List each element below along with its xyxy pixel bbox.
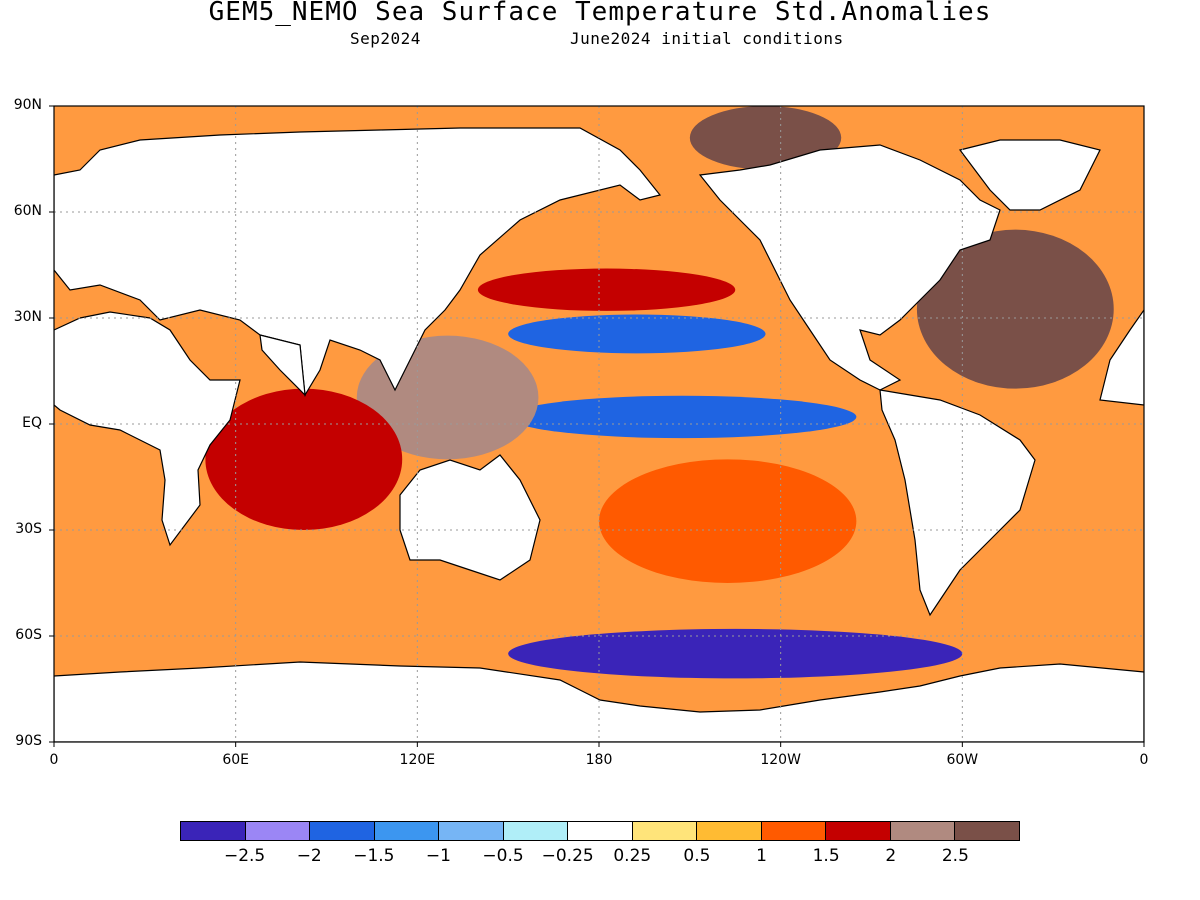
- colorbar-swatch: [374, 822, 440, 840]
- lat-label: 90N: [13, 97, 42, 113]
- map-title: GEM5_NEMO Sea Surface Temperature Std.An…: [208, 0, 992, 27]
- india: [259, 334, 306, 397]
- colorbar-swatch: [310, 822, 375, 840]
- north-atlantic-warm: [916, 229, 1114, 389]
- north-america: [698, 144, 1001, 391]
- colorbar: [180, 821, 1020, 841]
- lat-label: 60S: [15, 627, 42, 643]
- map-plot-area: [54, 106, 1144, 742]
- colorbar-label: 1.5: [812, 846, 840, 866]
- north-pacific-warm-band: [477, 268, 736, 311]
- lon-label: 180: [585, 752, 613, 768]
- lat-label: EQ: [22, 415, 42, 431]
- australia: [399, 454, 541, 581]
- south-pacific-warm: [599, 459, 857, 583]
- forecast-month: Sep2024: [350, 29, 421, 48]
- lat-label: 90S: [15, 733, 42, 749]
- colorbar-label: 2: [885, 846, 897, 866]
- colorbar-swatch: [439, 822, 504, 840]
- greenland: [958, 139, 1101, 211]
- colorbar-label: −1.5: [353, 846, 395, 866]
- initial-conditions: June2024 initial conditions: [570, 29, 844, 48]
- colorbar-swatch: [245, 822, 311, 840]
- arctic-warm: [689, 106, 842, 170]
- colorbar-label: 2.5: [941, 846, 969, 866]
- colorbar-swatch: [632, 822, 698, 840]
- south-america: [879, 389, 1036, 617]
- antarctica: [54, 661, 1144, 742]
- colorbar-swatch: [568, 822, 633, 840]
- lat-label: 60N: [13, 203, 42, 219]
- colorbar-swatch: [697, 822, 762, 840]
- lon-label: 60E: [222, 752, 249, 768]
- colorbar-label: −1: [425, 846, 451, 866]
- equatorial-pacific-cool-tongue: [508, 395, 857, 439]
- graticule: [54, 106, 1144, 742]
- colorbar-label: −0.25: [541, 846, 594, 866]
- colorbar-label: 0.25: [613, 846, 652, 866]
- colorbar-swatch: [890, 822, 956, 840]
- north-pacific-cool-band: [508, 314, 766, 354]
- colorbar-swatch: [826, 822, 891, 840]
- colorbar-swatch: [955, 822, 1019, 840]
- lon-label: 120E: [399, 752, 436, 768]
- lon-label: 0: [1139, 752, 1149, 768]
- indian-ocean-warm: [205, 388, 403, 530]
- southern-ocean-cool: [508, 628, 963, 679]
- colorbar-label: −2: [296, 846, 322, 866]
- land-layer: [54, 127, 1144, 742]
- colorbar-swatch: [181, 822, 246, 840]
- colorbar-label: −2.5: [223, 846, 266, 866]
- lat-label: 30S: [15, 521, 42, 537]
- lon-label: 120W: [760, 752, 801, 768]
- colorbar-label: 1: [756, 846, 767, 866]
- africa: [54, 311, 241, 547]
- colorbar-swatch: [503, 822, 569, 840]
- axis-ticks: [49, 105, 1145, 747]
- colorbar-label: 0.5: [683, 846, 711, 866]
- lat-label: 30N: [13, 309, 42, 325]
- lon-label: 60W: [946, 752, 979, 768]
- eurasia: [54, 127, 662, 397]
- africa-west: [1099, 308, 1144, 406]
- colorbar-swatch: [761, 822, 827, 840]
- lon-label: 0: [49, 752, 59, 768]
- colorbar-label: −0.5: [482, 846, 524, 866]
